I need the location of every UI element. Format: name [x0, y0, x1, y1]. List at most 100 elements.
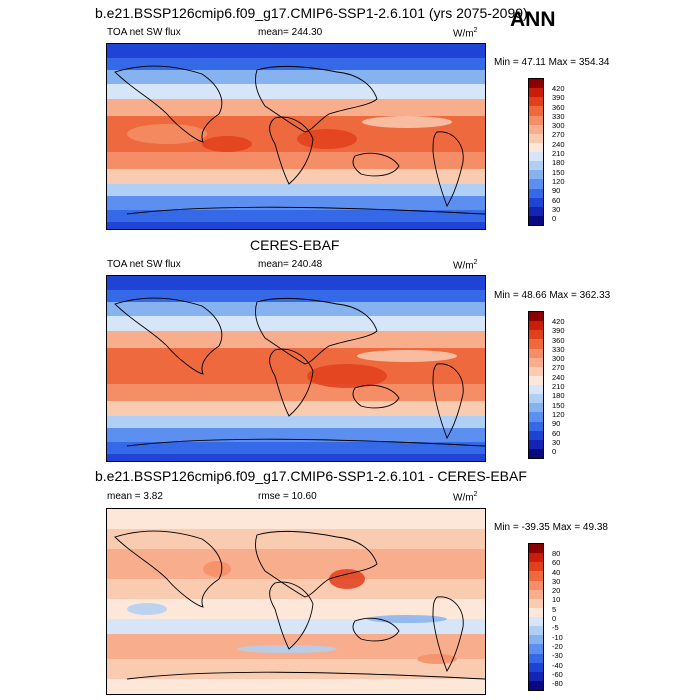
- panel2-title: CERES-EBAF: [250, 237, 340, 253]
- colorbar-swatch: [529, 589, 543, 599]
- colorbar-swatch: [529, 562, 543, 572]
- colorbar-tick-label: 360: [552, 102, 565, 112]
- panel2-units: W/m2: [453, 259, 478, 272]
- panel2-mean: mean= 240.48: [258, 259, 323, 270]
- panel3-title: b.e21.BSSP126cmip6.f09_g17.CMIP6-SSP1-2.…: [95, 468, 527, 484]
- colorbar-swatch: [529, 115, 543, 125]
- colorbar-tick-label: 270: [552, 130, 565, 140]
- colorbar-tick-label: 0: [552, 614, 557, 624]
- colorbar-swatch: [529, 421, 543, 431]
- panel1-mean: mean= 244.30: [258, 27, 323, 38]
- panel3-colorbar: [528, 543, 544, 691]
- colorbar-swatch: [529, 197, 543, 207]
- colorbar-tick-label: -20: [552, 641, 563, 651]
- colorbar-tick-label: -80: [552, 679, 563, 689]
- colorbar-swatch: [529, 412, 543, 422]
- colorbar-swatch: [529, 348, 543, 358]
- colorbar-tick-label: 20: [552, 586, 561, 596]
- colorbar-tick-label: 330: [552, 111, 565, 121]
- colorbar-tick-label: 90: [552, 419, 561, 429]
- colorbar-tick-label: 80: [552, 549, 561, 558]
- panel1-minmax: Min = 47.11 Max = 354.34: [494, 57, 610, 68]
- colorbar-tick-label: -30: [552, 651, 563, 661]
- colorbar-tick-label: 40: [552, 567, 561, 577]
- colorbar-tick-label: 30: [552, 576, 561, 586]
- colorbar-swatch: [529, 152, 543, 162]
- colorbar-swatch: [529, 635, 543, 645]
- colorbar-swatch: [529, 161, 543, 171]
- colorbar-swatch: [529, 312, 543, 322]
- season-label: ANN: [510, 8, 556, 31]
- colorbar-swatch: [529, 439, 543, 449]
- colorbar-swatch: [529, 617, 543, 627]
- panel3-rmse: rmse = 10.60: [258, 491, 317, 502]
- panel2-map: [106, 275, 486, 462]
- colorbar-tick-label: 60: [552, 428, 561, 438]
- colorbar-swatch: [529, 626, 543, 636]
- colorbar-tick-label: 0: [552, 447, 557, 457]
- colorbar-swatch: [529, 680, 543, 690]
- colorbar-tick-label: 330: [552, 344, 565, 354]
- colorbar-swatch: [529, 448, 543, 458]
- panel1-colorbar: [528, 78, 544, 226]
- colorbar-tick-label: 5: [552, 604, 557, 614]
- colorbar-swatch: [529, 124, 543, 134]
- colorbar-tick-label: 390: [552, 93, 565, 103]
- colorbar-swatch: [529, 79, 543, 89]
- colorbar-swatch: [529, 142, 543, 152]
- colorbar-tick-label: 180: [552, 158, 565, 168]
- panel1-map: [106, 43, 486, 230]
- colorbar-swatch: [529, 188, 543, 198]
- colorbar-swatch: [529, 330, 543, 340]
- colorbar-swatch: [529, 403, 543, 413]
- panel2-minmax: Min = 48.66 Max = 362.33: [494, 290, 611, 301]
- panel3-map: [106, 508, 486, 695]
- colorbar-tick-label: 60: [552, 195, 561, 205]
- panel3-units: W/m2: [453, 491, 478, 504]
- colorbar-swatch: [529, 598, 543, 608]
- colorbar-tick-label: 420: [552, 84, 565, 93]
- colorbar-tick-label: 150: [552, 400, 565, 410]
- colorbar-swatch: [529, 553, 543, 563]
- colorbar-tick-label: -40: [552, 660, 563, 670]
- colorbar-tick-label: -60: [552, 669, 563, 679]
- colorbar-tick-label: 300: [552, 121, 565, 131]
- colorbar-tick-label: 240: [552, 139, 565, 149]
- panel1-units: W/m2: [453, 27, 478, 40]
- colorbar-swatch: [529, 321, 543, 331]
- colorbar-swatch: [529, 607, 543, 617]
- colorbar-tick-label: 30: [552, 204, 561, 214]
- colorbar-swatch: [529, 88, 543, 98]
- colorbar-tick-label: 390: [552, 326, 565, 336]
- colorbar-tick-label: 210: [552, 382, 565, 392]
- colorbar-tick-label: 180: [552, 391, 565, 401]
- colorbar-swatch: [529, 375, 543, 385]
- colorbar-swatch: [529, 671, 543, 681]
- panel2-colorbar-labels: 420 390 360 330 300 270 240 210 180 150 120 90 60 30 0: [552, 317, 565, 456]
- colorbar-tick-label: 30: [552, 437, 561, 447]
- colorbar-tick-label: 210: [552, 149, 565, 159]
- panel3-mean: mean = 3.82: [107, 491, 163, 502]
- colorbar-swatch: [529, 394, 543, 404]
- colorbar-swatch: [529, 571, 543, 581]
- colorbar-swatch: [529, 366, 543, 376]
- panel1-variable: TOA net SW flux: [107, 27, 181, 38]
- colorbar-tick-label: 120: [552, 176, 565, 186]
- panel3-colorbar-labels: 80 60 40 30 20 10 5 0 -5 -10 -20 -30 -40 -60 -80: [552, 549, 563, 688]
- colorbar-swatch: [529, 357, 543, 367]
- colorbar-tick-label: 150: [552, 167, 565, 177]
- colorbar-swatch: [529, 179, 543, 189]
- colorbar-swatch: [529, 97, 543, 107]
- colorbar-swatch: [529, 133, 543, 143]
- colorbar-tick-label: 240: [552, 372, 565, 382]
- colorbar-swatch: [529, 580, 543, 590]
- colorbar-swatch: [529, 170, 543, 180]
- colorbar-swatch: [529, 430, 543, 440]
- panel2-variable: TOA net SW flux: [107, 259, 181, 270]
- colorbar-tick-label: 0: [552, 214, 557, 224]
- colorbar-tick-label: 90: [552, 186, 561, 196]
- colorbar-swatch: [529, 106, 543, 116]
- colorbar-tick-label: 300: [552, 354, 565, 364]
- colorbar-swatch: [529, 653, 543, 663]
- colorbar-tick-label: 270: [552, 363, 565, 373]
